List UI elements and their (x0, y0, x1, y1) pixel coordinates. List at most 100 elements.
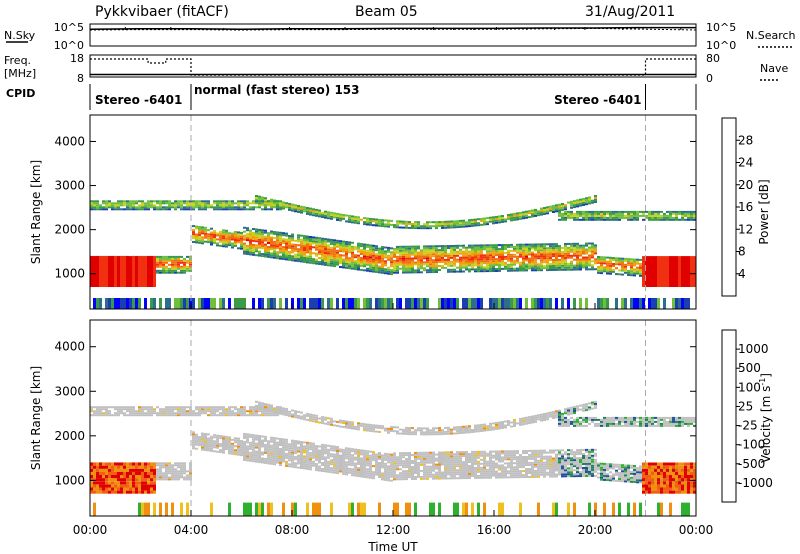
power-cell (489, 260, 492, 263)
velocity-cell (243, 414, 246, 417)
velocity-cell (300, 461, 303, 463)
velocity-cell (210, 441, 213, 444)
velocity-cell (255, 412, 258, 415)
power-cell (435, 271, 438, 273)
velocity-cell (393, 454, 396, 457)
power-cell (270, 256, 273, 259)
power-cell (597, 212, 600, 215)
power-cell (213, 240, 216, 242)
power-heatmap (90, 115, 696, 516)
power-cell (495, 254, 498, 257)
power-cell (249, 241, 252, 244)
power-cell (423, 225, 426, 228)
power-cell (531, 263, 534, 266)
power-cell (603, 268, 606, 271)
power-cell (201, 230, 204, 233)
power-cell (396, 257, 399, 260)
velocity-cell (243, 406, 246, 409)
power-cell (342, 266, 345, 269)
power-cell (519, 298, 522, 309)
power-cell (642, 210, 645, 213)
velocity-cell (354, 448, 357, 451)
power-cell (393, 249, 396, 252)
velocity-cell (246, 414, 249, 417)
velocity-cell (138, 406, 141, 409)
power-cell (267, 238, 270, 240)
velocity-cell (312, 462, 315, 465)
velocity-cell (210, 410, 213, 413)
power-cell (525, 214, 528, 217)
power-cell (414, 263, 417, 266)
power-cell (414, 221, 417, 224)
power-cell (546, 298, 549, 309)
power-cell (432, 271, 435, 274)
power-cell (402, 257, 405, 260)
power-cell (255, 199, 258, 201)
power-cell (582, 244, 585, 247)
velocity-cell (234, 437, 237, 440)
power-cell (309, 209, 312, 212)
velocity-cell (96, 410, 99, 413)
velocity-cell (369, 429, 372, 432)
velocity-cell (261, 445, 264, 448)
power-cell (480, 217, 483, 220)
power-cell (270, 242, 273, 245)
velocity-cell (306, 502, 309, 516)
cpid-segment-stereo-start: Stereo -6401 (95, 93, 182, 107)
power-cell (237, 231, 240, 234)
velocity-cell (141, 478, 144, 482)
velocity-cell (252, 444, 255, 447)
velocity-cell (384, 474, 387, 477)
velocity-cell (312, 460, 315, 463)
velocity-cell (291, 459, 294, 462)
power-cell (126, 256, 129, 287)
velocity-cell (285, 440, 288, 443)
power-cell (549, 247, 552, 250)
velocity-cell (159, 472, 162, 475)
power-cell (381, 246, 384, 248)
power-cell (312, 298, 315, 309)
velocity-cell (387, 461, 390, 464)
power-cell (375, 245, 378, 248)
power-cell (612, 216, 615, 219)
power-cell (312, 262, 315, 265)
velocity-cell (168, 476, 171, 479)
velocity-cell (174, 462, 177, 465)
power-cell (522, 245, 525, 248)
power-cell (606, 264, 609, 267)
power-cell (414, 253, 417, 256)
velocity-cell (171, 468, 174, 471)
power-cell (531, 215, 534, 218)
power-cell (348, 298, 351, 309)
power-cell (315, 214, 318, 217)
velocity-cell (315, 453, 318, 456)
power-cell (489, 270, 492, 273)
power-cell (363, 223, 366, 226)
power-cell (294, 259, 297, 262)
velocity-cell (297, 450, 300, 453)
power-cell (357, 298, 360, 309)
velocity-cell (114, 484, 117, 488)
velocity-cell (252, 442, 255, 445)
power-cell (423, 257, 426, 260)
power-cell (555, 259, 558, 261)
power-cell (348, 247, 351, 250)
power-cell (324, 242, 327, 244)
power-cell (687, 214, 690, 217)
power-cell (669, 216, 672, 219)
power-cell (228, 208, 231, 211)
power-cell (138, 204, 141, 207)
power-cell (576, 205, 579, 208)
velocity-cell (249, 410, 252, 413)
power-cell (93, 256, 96, 287)
power-cell (552, 269, 555, 271)
power-cell (621, 257, 624, 260)
velocity-cell (183, 470, 186, 473)
power-cell (606, 266, 609, 269)
power-cell (285, 252, 288, 255)
power-cell (189, 261, 192, 264)
power-cell (291, 243, 294, 246)
power-cell (180, 208, 183, 211)
velocity-cell (108, 481, 111, 485)
velocity-cell (276, 406, 279, 409)
